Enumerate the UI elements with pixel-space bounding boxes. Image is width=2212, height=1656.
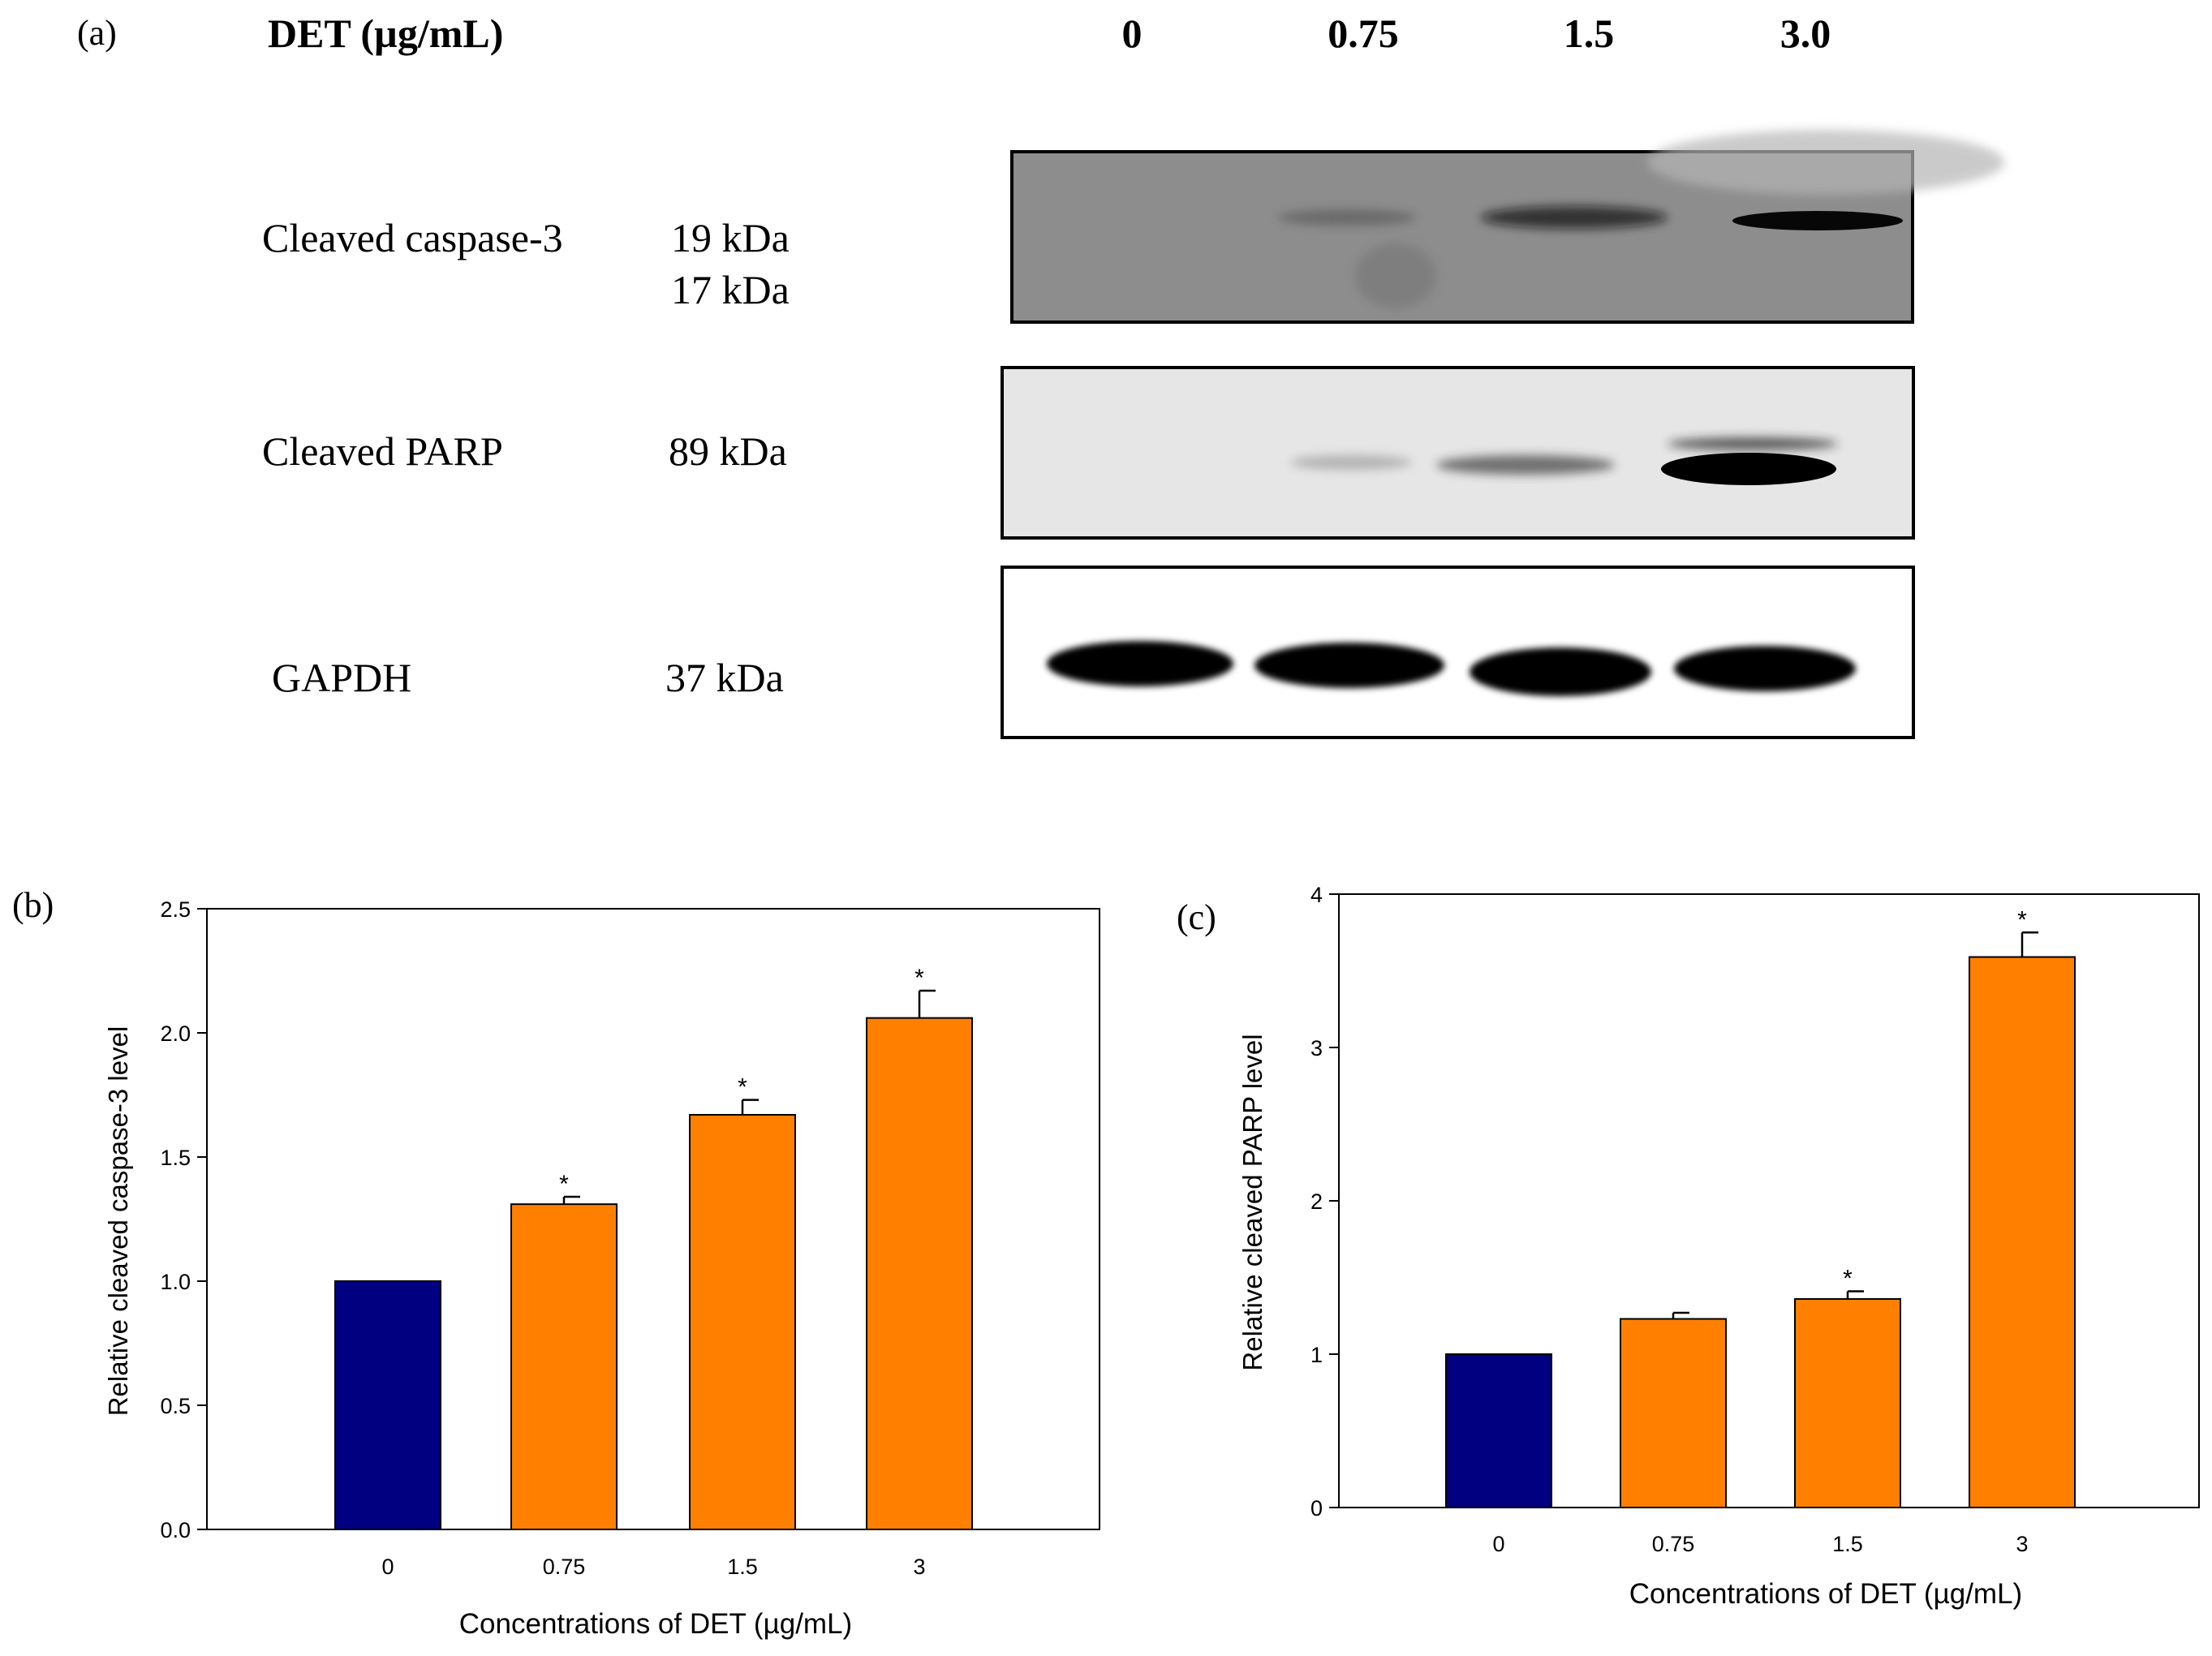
bar-chart-caspase3: (b) Relative cleaved caspase-3 level Con… (12, 885, 1100, 1640)
protein-label-caspase3: Cleaved caspase-3 (262, 215, 563, 260)
y-tick-label: 1.5 (160, 1146, 191, 1170)
y-tick-label: 0.0 (160, 1518, 191, 1542)
band-caspase3-lane2 (1481, 206, 1668, 229)
bar-3 (1969, 956, 2076, 1508)
chart-b-ylabel: Relative cleaved caspase-3 level (103, 1026, 133, 1417)
protein-label-parp: Cleaved PARP (262, 428, 503, 474)
x-tick-label-2: 1.5 (1832, 1532, 1863, 1556)
y-tick-label: 3 (1310, 1036, 1323, 1060)
band-parp-lane3 (1661, 453, 1836, 485)
significance-star-1: * (559, 1171, 569, 1198)
significance-star-2: * (1843, 1266, 1853, 1293)
x-tick-label-0: 0 (1492, 1532, 1504, 1556)
det-header-label: DET (µg/mL) (268, 11, 503, 56)
panel-b-label: (b) (12, 885, 54, 925)
band-caspase3-lane3 (1732, 211, 1903, 230)
western-blot-panel: (a) DET (µg/mL) 0 0.75 1.5 3.0 Cleaved c… (77, 11, 2004, 739)
bar-0 (1445, 1353, 1552, 1508)
plot-area (206, 908, 1100, 1530)
band-gapdh-lane0 (1047, 641, 1233, 686)
chart-c-ylabel: Relative cleaved PARP level (1237, 1034, 1267, 1370)
band-caspase3-lane1 (1278, 209, 1416, 226)
weight-label-19kda: 19 kDa (671, 215, 790, 260)
lane-label-2: 1.5 (1564, 11, 1615, 56)
chart-c-xlabel: Concentrations of DET (µg/mL) (1629, 1578, 2022, 1610)
y-tick-label: 0 (1310, 1496, 1323, 1521)
bar-2 (689, 1113, 796, 1530)
weight-label-37kda: 37 kDa (665, 655, 784, 700)
bar-2 (1794, 1297, 1901, 1508)
x-tick-label-2: 1.5 (727, 1555, 758, 1579)
lane-label-0: 0 (1122, 11, 1143, 56)
x-tick-label-1: 0.75 (1652, 1532, 1695, 1556)
significance-star-3: * (2017, 906, 2027, 933)
protein-label-gapdh: GAPDH (272, 655, 411, 700)
bar-1 (510, 1203, 618, 1530)
band-gapdh-lane1 (1254, 643, 1444, 688)
panel-a-label: (a) (77, 13, 117, 53)
blot-strip-parp (1001, 366, 1915, 540)
bar-0 (334, 1280, 441, 1530)
band-parp-lane2 (1436, 455, 1615, 475)
blot-strip-gapdh (1001, 566, 1915, 739)
y-tick-label: 1 (1310, 1343, 1323, 1367)
lane-label-1: 0.75 (1328, 11, 1399, 56)
blot-strip-caspase3 (1010, 130, 2004, 324)
weight-label-17kda: 17 kDa (671, 267, 790, 312)
y-tick-label: 4 (1310, 883, 1323, 907)
band-parp-lane3-upper (1668, 437, 1838, 450)
y-tick-label: 2.5 (160, 897, 191, 922)
significance-star-2: * (738, 1074, 747, 1101)
band-gapdh-lane3 (1674, 646, 1856, 691)
panel-c-label: (c) (1177, 897, 1216, 937)
significance-star-3: * (914, 965, 924, 991)
chart-b-xlabel: Concentrations of DET (µg/mL) (459, 1608, 852, 1640)
x-tick-label-0: 0 (381, 1555, 394, 1579)
band-parp-lane1 (1290, 455, 1412, 470)
bar-chart-parp: (c) Relative cleaved PARP level Concentr… (1177, 883, 2200, 1610)
band-gapdh-lane2 (1470, 647, 1651, 696)
y-tick-label: 2 (1310, 1189, 1323, 1214)
bar-3 (866, 1017, 973, 1530)
lane-label-3: 3.0 (1780, 11, 1831, 56)
y-tick-label: 2.0 (160, 1022, 191, 1046)
bar-1 (1620, 1318, 1727, 1509)
y-tick-label: 0.5 (160, 1394, 191, 1418)
x-tick-label-3: 3 (2016, 1532, 2028, 1556)
y-tick-label: 1.0 (160, 1270, 191, 1294)
x-tick-label-3: 3 (913, 1555, 925, 1579)
weight-label-89kda: 89 kDa (669, 428, 787, 474)
x-tick-label-1: 0.75 (543, 1555, 586, 1579)
